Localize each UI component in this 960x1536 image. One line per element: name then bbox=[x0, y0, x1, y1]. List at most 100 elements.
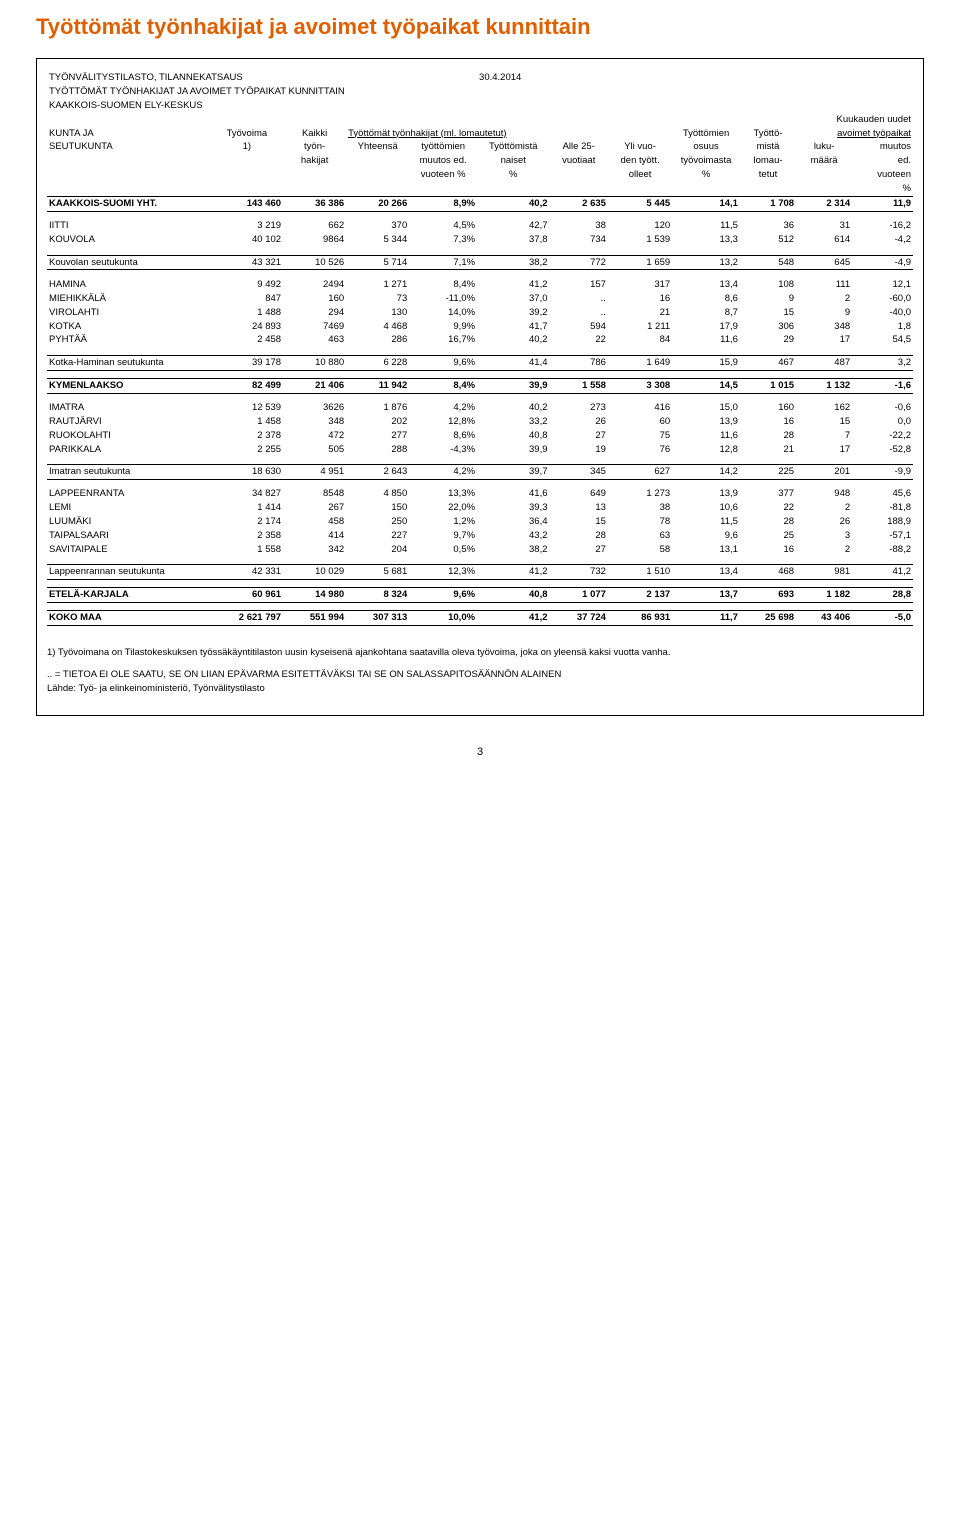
row-val: 41,4 bbox=[477, 355, 549, 370]
row-val: 27 bbox=[550, 543, 608, 557]
row-val: 345 bbox=[550, 465, 608, 480]
row-val: -11,0% bbox=[409, 292, 477, 306]
row-val: 37,0 bbox=[477, 292, 549, 306]
row-val: 307 313 bbox=[346, 611, 409, 626]
row-val: 22,0% bbox=[409, 501, 477, 515]
row-val: 627 bbox=[608, 465, 672, 480]
row-val: 24 893 bbox=[211, 320, 283, 334]
report-box: TYÖNVÄLITYSTILASTO, TILANNEKATSAUS 30.4.… bbox=[36, 58, 924, 716]
h-c9a: Työttö- bbox=[740, 127, 796, 141]
row-val: 25 bbox=[740, 529, 796, 543]
row-val: 28,8 bbox=[852, 588, 913, 603]
row-val: 9,7% bbox=[409, 529, 477, 543]
row-val: 0,5% bbox=[409, 543, 477, 557]
row-val: 5 714 bbox=[346, 255, 409, 270]
row-val: 6 228 bbox=[346, 355, 409, 370]
row-val: 2 458 bbox=[211, 333, 283, 347]
row-val: 512 bbox=[740, 233, 796, 247]
row-val: 1 211 bbox=[608, 320, 672, 334]
row-label: KOTKA bbox=[47, 320, 211, 334]
row-val: 22 bbox=[550, 333, 608, 347]
row-val: -4,3% bbox=[409, 443, 477, 457]
row-val: 54,5 bbox=[852, 333, 913, 347]
table-row: LUUMÄKI2 1744582501,2%36,4157811,5282618… bbox=[47, 515, 913, 529]
row-val: 2 643 bbox=[346, 465, 409, 480]
row-val: 33,2 bbox=[477, 415, 549, 429]
row-val: -4,9 bbox=[852, 255, 913, 270]
row-val: 31 bbox=[796, 219, 852, 233]
row-label: LUUMÄKI bbox=[47, 515, 211, 529]
row-val: 16 bbox=[608, 292, 672, 306]
row-val: 416 bbox=[608, 401, 672, 415]
row-val: 1 649 bbox=[608, 355, 672, 370]
row-val: 2 bbox=[796, 543, 852, 557]
row-val: 39,3 bbox=[477, 501, 549, 515]
row-val: 39,7 bbox=[477, 465, 549, 480]
row-val: 548 bbox=[740, 255, 796, 270]
row-val: 9864 bbox=[283, 233, 346, 247]
row-val: 348 bbox=[283, 415, 346, 429]
row-label: Kouvolan seutukunta bbox=[47, 255, 211, 270]
row-val: 17,9 bbox=[672, 320, 740, 334]
row-val: 370 bbox=[346, 219, 409, 233]
row-val: 1 659 bbox=[608, 255, 672, 270]
row-val: 36 bbox=[740, 219, 796, 233]
row-val: 13,3% bbox=[409, 487, 477, 501]
row-val: 12,8% bbox=[409, 415, 477, 429]
row-label: KYMENLAAKSO bbox=[47, 378, 211, 393]
row-val: 2 174 bbox=[211, 515, 283, 529]
row-val: 41,2 bbox=[477, 278, 549, 292]
row-val: 3 bbox=[796, 529, 852, 543]
row-val: 10 029 bbox=[283, 565, 346, 580]
table-row: KOKO MAA2 621 797551 994307 31310,0%41,2… bbox=[47, 611, 913, 626]
row-val: 42,7 bbox=[477, 219, 549, 233]
row-val: 40,8 bbox=[477, 588, 549, 603]
row-val: 2 621 797 bbox=[211, 611, 283, 626]
table-row: LAPPEENRANTA34 82785484 85013,3%41,66491… bbox=[47, 487, 913, 501]
row-val: 11 942 bbox=[346, 378, 409, 393]
row-val: 201 bbox=[796, 465, 852, 480]
row-val: 13,9 bbox=[672, 415, 740, 429]
row-val: 84 bbox=[608, 333, 672, 347]
h-c8b: osuus bbox=[672, 140, 740, 154]
row-val: -4,2 bbox=[852, 233, 913, 247]
row-val: 5 681 bbox=[346, 565, 409, 580]
h-c7b: den tyött. bbox=[608, 154, 672, 168]
h-c9b: mistä bbox=[740, 140, 796, 154]
row-val: 2 bbox=[796, 501, 852, 515]
row-val: 14,2 bbox=[672, 465, 740, 480]
row-val: 1 488 bbox=[211, 306, 283, 320]
row-val: 414 bbox=[283, 529, 346, 543]
row-val: 9,9% bbox=[409, 320, 477, 334]
row-val: -22,2 bbox=[852, 429, 913, 443]
row-val: 1 558 bbox=[550, 378, 608, 393]
row-val: 4 850 bbox=[346, 487, 409, 501]
row-val: 21 bbox=[740, 443, 796, 457]
row-val: 7 bbox=[796, 429, 852, 443]
h-c10a: avoimet työpaikat bbox=[796, 127, 913, 141]
row-val: 7469 bbox=[283, 320, 346, 334]
row-label: PYHTÄÄ bbox=[47, 333, 211, 347]
row-val: 458 bbox=[283, 515, 346, 529]
row-val: 3626 bbox=[283, 401, 346, 415]
row-val: 157 bbox=[550, 278, 608, 292]
row-val: 38 bbox=[550, 219, 608, 233]
table-row: RUOKOLAHTI2 3784722778,6%40,8277511,6287… bbox=[47, 429, 913, 443]
row-val: 1 273 bbox=[608, 487, 672, 501]
region: KAAKKOIS-SUOMEN ELY-KESKUS bbox=[47, 99, 913, 113]
row-val: 86 931 bbox=[608, 611, 672, 626]
row-val: 2 358 bbox=[211, 529, 283, 543]
row-val: 25 698 bbox=[740, 611, 796, 626]
row-val: 772 bbox=[550, 255, 608, 270]
row-val: 15 bbox=[796, 415, 852, 429]
row-val: 12,3% bbox=[409, 565, 477, 580]
row-val: 487 bbox=[796, 355, 852, 370]
row-val: 1 015 bbox=[740, 378, 796, 393]
row-val: 645 bbox=[796, 255, 852, 270]
row-label: ETELÄ-KARJALA bbox=[47, 588, 211, 603]
row-val: 8,6% bbox=[409, 429, 477, 443]
foot-3: Lähde: Työ- ja elinkeinoministeriö, Työn… bbox=[47, 682, 913, 696]
row-label: MIEHIKKÄLÄ bbox=[47, 292, 211, 306]
row-label: KOUVOLA bbox=[47, 233, 211, 247]
row-val: 11,7 bbox=[672, 611, 740, 626]
